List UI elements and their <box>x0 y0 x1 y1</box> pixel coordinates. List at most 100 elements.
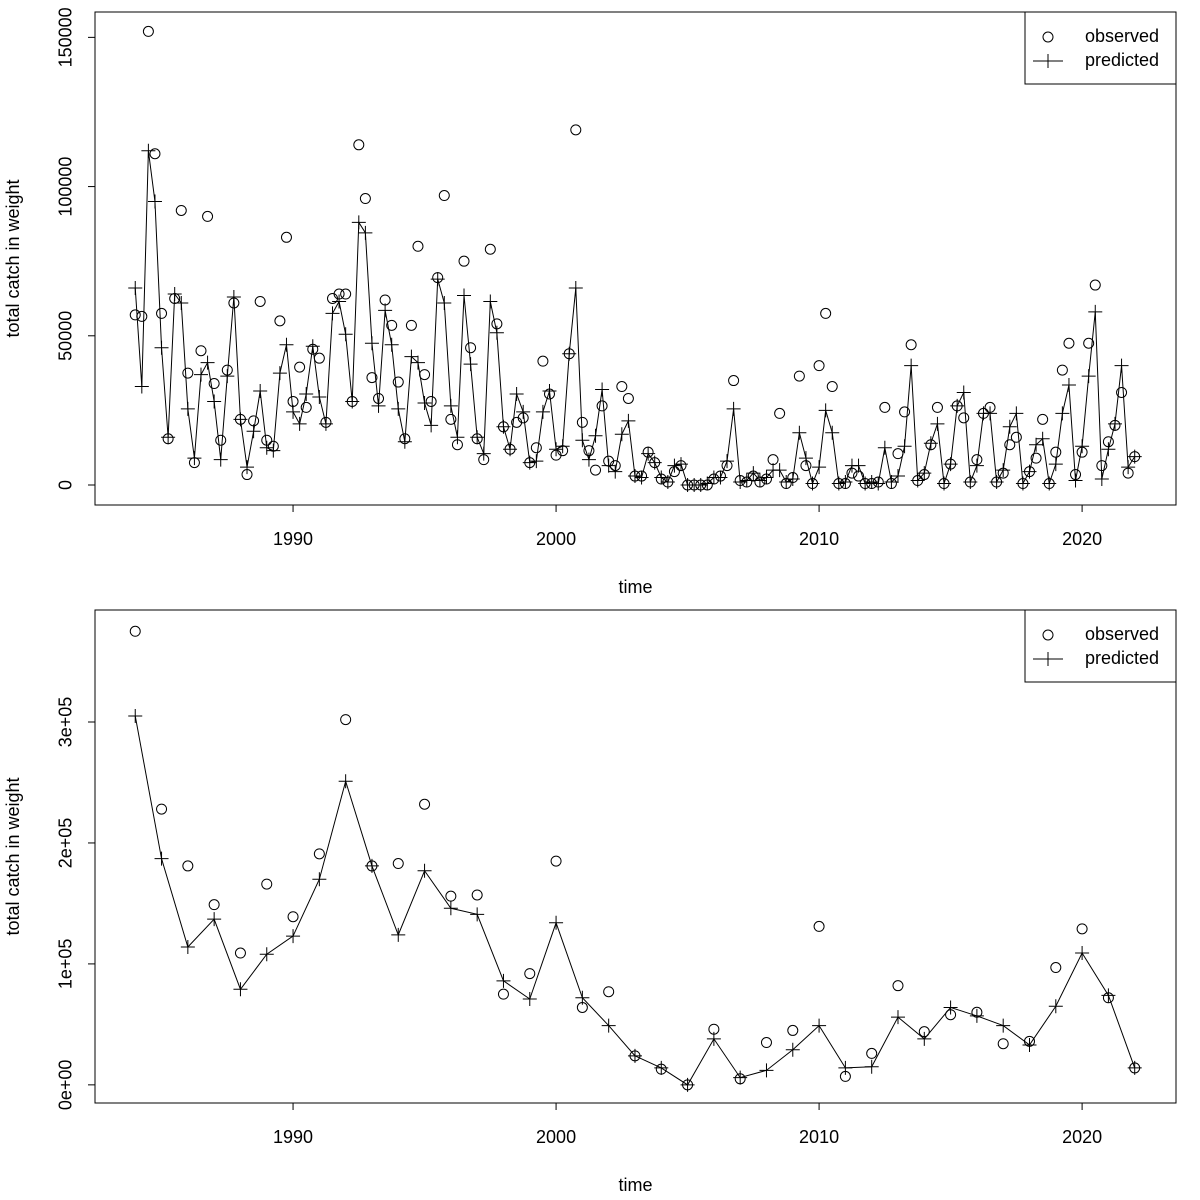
point <box>445 890 457 902</box>
point <box>1114 358 1129 373</box>
point <box>154 340 169 355</box>
point <box>792 425 807 440</box>
point <box>989 475 1004 490</box>
point <box>129 309 141 321</box>
panel: 1990 2000 2010 2020 0e+00 1e+05 2e+05 3e+05 time… <box>3 609 1177 1195</box>
point <box>437 295 452 310</box>
point <box>530 442 542 454</box>
point <box>700 476 715 491</box>
point <box>760 1037 772 1049</box>
point <box>866 1047 878 1059</box>
point <box>202 210 214 222</box>
point <box>549 915 564 930</box>
point <box>831 476 846 491</box>
point <box>667 458 682 473</box>
point <box>1010 431 1022 443</box>
point <box>601 458 616 473</box>
point <box>254 295 266 307</box>
point <box>425 395 437 407</box>
point <box>1042 476 1057 491</box>
point <box>180 401 195 416</box>
legend-marker <box>1042 629 1054 641</box>
point <box>713 470 728 485</box>
point <box>950 398 965 413</box>
point <box>537 355 549 367</box>
point <box>910 473 925 488</box>
point <box>280 231 292 243</box>
point <box>877 440 892 455</box>
point <box>570 124 582 136</box>
point <box>187 451 202 466</box>
legend-label: predicted <box>1085 648 1159 668</box>
point <box>149 148 161 160</box>
point <box>313 352 325 364</box>
legend-box <box>1024 11 1177 85</box>
point <box>787 1024 799 1036</box>
point <box>445 413 457 425</box>
point <box>366 372 378 384</box>
point <box>608 464 623 479</box>
point <box>641 446 656 461</box>
point <box>430 272 445 287</box>
point <box>359 193 371 205</box>
point <box>364 858 379 873</box>
point <box>292 416 307 431</box>
point <box>779 475 794 490</box>
point <box>470 430 485 445</box>
point <box>313 848 325 860</box>
point <box>871 476 886 491</box>
point <box>1083 337 1095 349</box>
point <box>419 798 431 810</box>
point <box>1075 439 1090 454</box>
point <box>338 774 353 789</box>
point <box>207 912 222 927</box>
point <box>890 469 905 484</box>
point <box>614 427 629 442</box>
point <box>483 294 498 309</box>
point <box>156 803 168 815</box>
point <box>1055 406 1070 421</box>
point <box>489 325 504 340</box>
point <box>175 204 187 216</box>
x-tick-label: 2010 <box>799 529 839 549</box>
point <box>733 1070 748 1085</box>
point <box>1127 1060 1142 1075</box>
point <box>391 401 406 416</box>
point <box>588 428 603 443</box>
point <box>522 455 537 470</box>
point <box>154 851 169 866</box>
point <box>892 448 904 460</box>
point <box>1050 446 1062 458</box>
point <box>813 360 825 372</box>
point <box>261 878 273 890</box>
point <box>739 473 754 488</box>
point <box>1116 386 1128 398</box>
point <box>884 475 899 490</box>
point <box>364 336 379 351</box>
point <box>340 288 352 300</box>
point <box>424 418 439 433</box>
point <box>956 385 971 400</box>
point <box>195 345 207 357</box>
point <box>595 382 610 397</box>
point <box>386 319 398 331</box>
point <box>167 287 182 302</box>
point <box>476 446 491 461</box>
plot-frame <box>94 609 1177 1104</box>
y-tick-label: 50000 <box>56 311 76 361</box>
point <box>509 386 524 401</box>
point <box>496 419 511 434</box>
point <box>627 469 642 484</box>
point <box>161 430 176 445</box>
x-tick-label: 1990 <box>273 529 313 549</box>
point <box>392 858 404 870</box>
point <box>858 476 873 491</box>
point <box>851 458 866 473</box>
point <box>826 381 838 393</box>
point <box>825 425 840 440</box>
point <box>943 1000 958 1015</box>
point <box>818 403 833 418</box>
point <box>1101 442 1116 457</box>
point <box>1127 449 1142 464</box>
point <box>457 288 472 303</box>
